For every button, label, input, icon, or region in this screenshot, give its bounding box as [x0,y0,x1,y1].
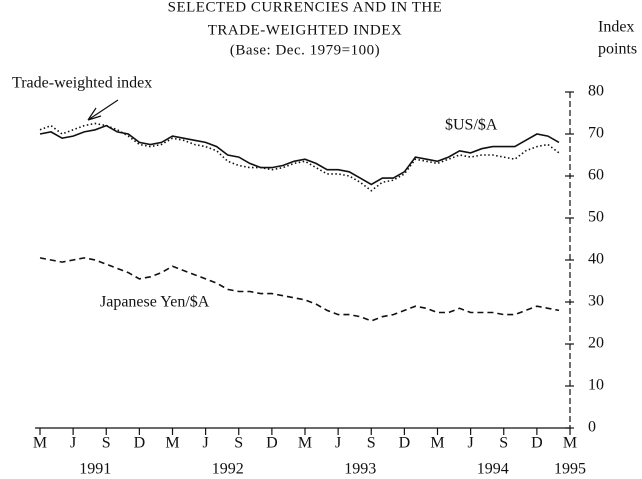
x-tick-label: M [165,435,179,452]
y-tick-label: 20 [588,335,604,352]
x-tick-label: D [134,435,146,452]
x-tick-label: M [33,435,47,452]
series-label: Japanese Yen/$A [100,294,210,311]
y-tick-label: 0 [588,419,596,436]
y-tick-label: 80 [588,83,604,100]
series-label: $US/$A [445,117,498,134]
y-tick-label: 70 [588,125,604,142]
label-arrow [87,99,119,121]
series-label: Trade-weighted index [12,75,152,92]
series-line [39,257,560,322]
series-line [39,124,560,186]
y-tick-label: 50 [588,209,604,226]
x-tick-label: S [102,435,111,452]
x-tick-label: D [531,435,543,452]
x-tick-label: D [399,435,411,452]
x-tick-label: D [266,435,278,452]
x-tick-label: M [430,435,444,452]
year-label: 1992 [212,461,244,478]
y-tick-label: 10 [588,377,604,394]
y-axis-label: points [598,41,637,58]
chart-title: SELECTED CURRENCIES AND IN THE [168,0,443,15]
x-tick-label: S [499,435,508,452]
x-tick-label: J [468,435,474,452]
x-tick-label: M [563,435,577,452]
x-tick-label: J [70,435,76,452]
x-tick-label: M [298,435,312,452]
x-tick-label: J [203,435,209,452]
y-tick-label: 40 [588,251,604,268]
year-label: 1994 [477,461,509,478]
series-line [39,122,560,192]
y-axis-label: Index [598,19,634,36]
year-label: 1995 [554,461,586,478]
x-tick-label: J [335,435,341,452]
chart-subtitle: (Base: Dec. 1979=100) [230,42,380,58]
chart-title: TRADE-WEIGHTED INDEX [208,22,403,38]
y-tick-label: 30 [588,293,604,310]
year-label: 1993 [344,461,376,478]
year-label: 1991 [79,461,111,478]
x-tick-label: S [234,435,243,452]
y-tick-label: 60 [588,167,604,184]
x-tick-label: S [367,435,376,452]
